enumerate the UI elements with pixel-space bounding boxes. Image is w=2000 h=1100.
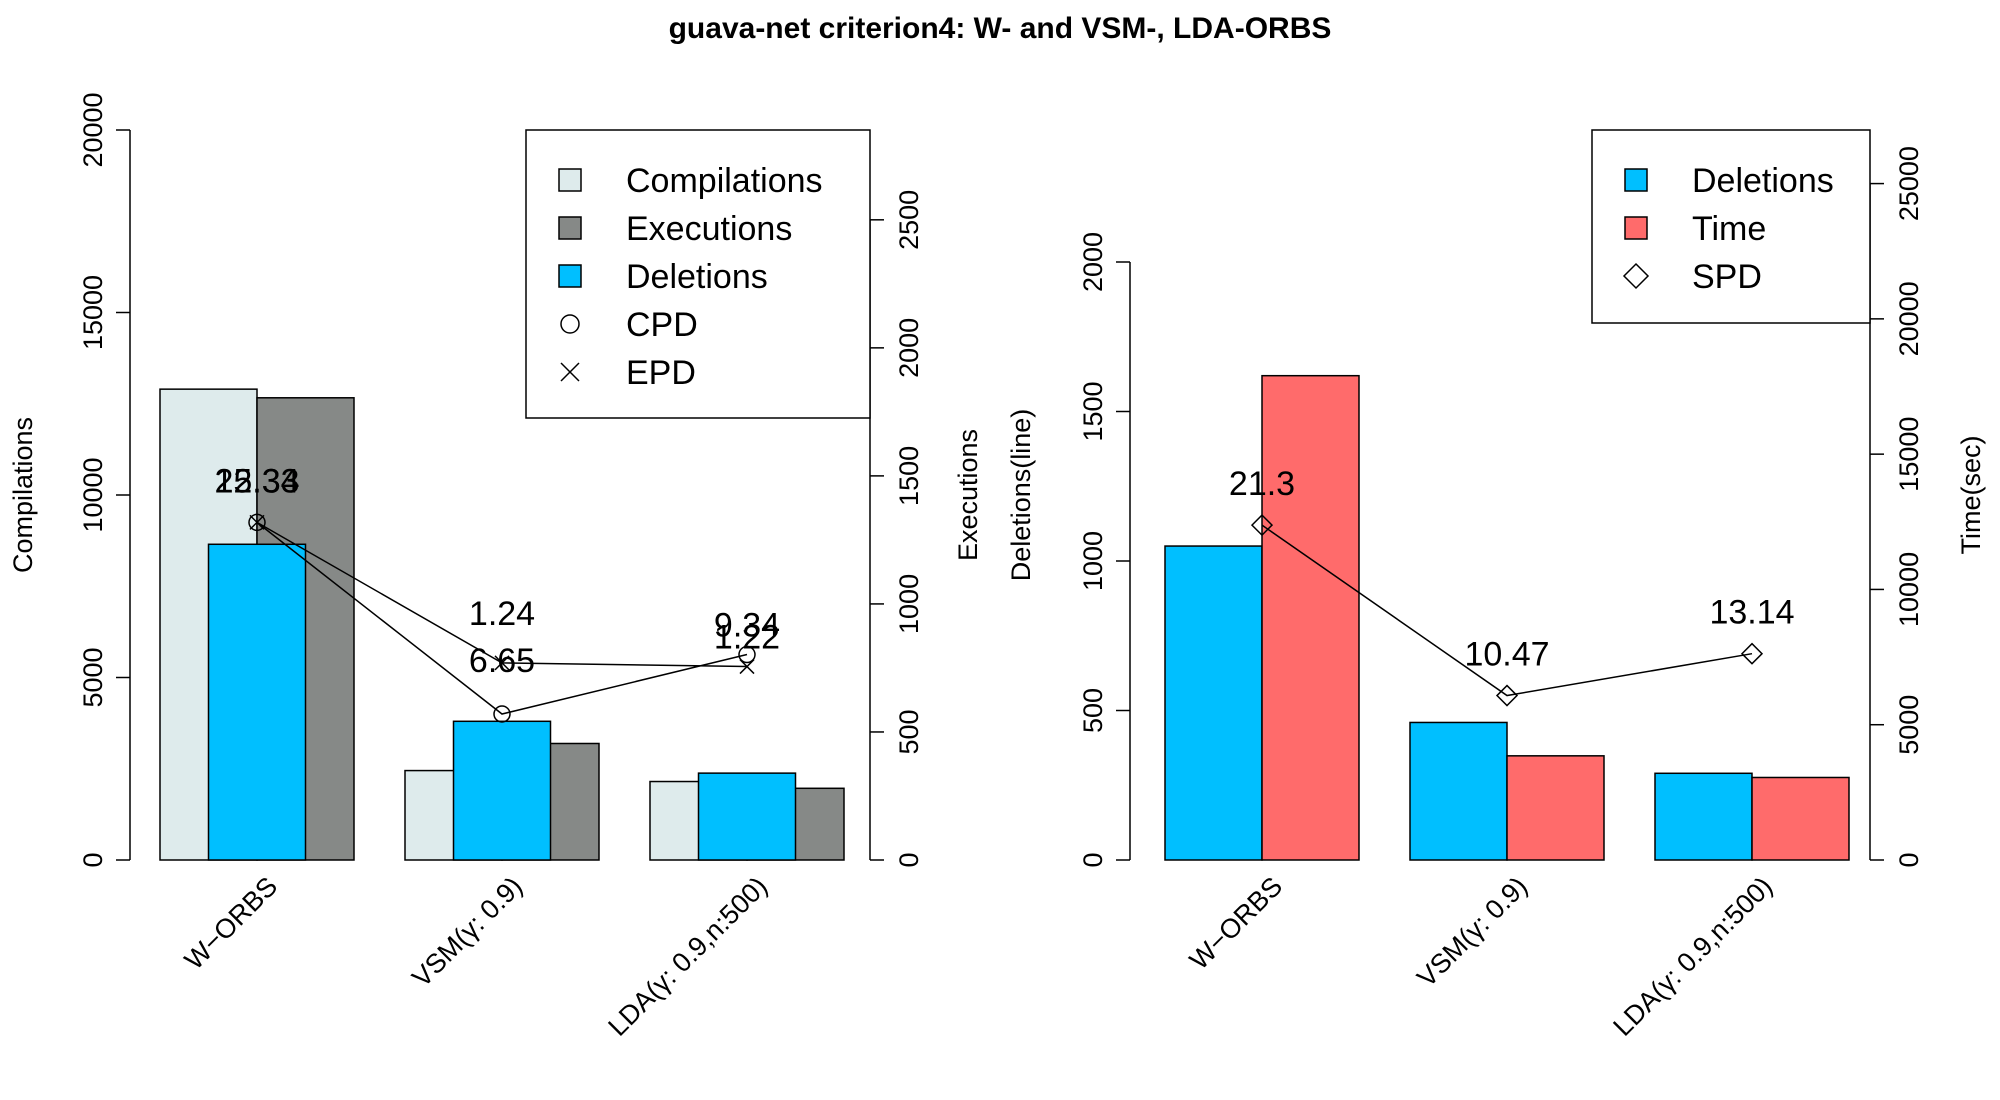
left-y-tick-label: 15000 bbox=[78, 275, 108, 350]
point-spd bbox=[1740, 642, 1764, 665]
right-y2-axis-label: Time(sec) bbox=[1956, 436, 1986, 555]
left-y-tick-label: 10000 bbox=[78, 457, 108, 532]
data-label-cpd: 6.65 bbox=[469, 642, 535, 680]
point-cpd bbox=[738, 645, 756, 664]
x-category-label: VSM(γ: 0.9) bbox=[406, 871, 528, 993]
right-y2-tick-label: 20000 bbox=[1894, 281, 1924, 356]
legend-label-spd: SPD bbox=[1692, 258, 1762, 296]
data-label-spd: 21.3 bbox=[1229, 465, 1295, 503]
right-y-tick-label: 2000 bbox=[1078, 232, 1108, 292]
point-cpd bbox=[493, 705, 511, 723]
x-category-label: VSM(γ: 0.9) bbox=[1411, 871, 1533, 993]
right-y-tick-label: 1500 bbox=[1078, 381, 1108, 441]
left-y-tick-label: 5000 bbox=[78, 647, 108, 707]
bar-time-vsm-0-9 bbox=[1506, 755, 1605, 861]
legend-label-deletions: Deletions bbox=[626, 258, 768, 296]
legend-swatch-compilations bbox=[558, 168, 582, 192]
x-category-label: W−ORBS bbox=[1184, 871, 1288, 975]
bar-deletions-vsm-0-9 bbox=[452, 720, 552, 861]
right-y-axis-label: Deletions(line) bbox=[1006, 409, 1036, 582]
x-category-label: LDA(γ: 0.9,n:500) bbox=[1607, 871, 1778, 1042]
x-category-label: LDA(γ: 0.9,n:500) bbox=[602, 871, 773, 1042]
line-spd bbox=[1261, 524, 1753, 697]
x-category-label: W−ORBS bbox=[179, 871, 283, 975]
bar-time-lda-0-9-n-500 bbox=[1751, 776, 1850, 861]
right-y-tick-label: 0 bbox=[1078, 852, 1108, 867]
bar-deletions-lda-0-9-n-500 bbox=[1654, 772, 1753, 861]
data-label-cpd: 9.34 bbox=[714, 607, 780, 645]
bar-deletions-lda-0-9-n-500 bbox=[697, 772, 797, 861]
left-y-tick-label: 20000 bbox=[78, 92, 108, 167]
legend-label-compilations: Compilations bbox=[626, 162, 823, 200]
legend-marker-cpd bbox=[560, 314, 580, 334]
right-y2-tick-label: 15000 bbox=[1894, 417, 1924, 492]
bar-time-w-orbs bbox=[1261, 374, 1360, 861]
left-y2-tick-label: 2000 bbox=[894, 318, 924, 378]
data-label-epd: 1.24 bbox=[469, 595, 535, 633]
legend-swatch-deletions bbox=[558, 264, 582, 288]
left-y2-tick-label: 0 bbox=[894, 852, 924, 867]
left-y2-tick-label: 1500 bbox=[894, 446, 924, 506]
right-y2-tick-label: 25000 bbox=[1894, 146, 1924, 221]
legend-label-epd: EPD bbox=[626, 354, 696, 392]
left-plot: 0 5000 10000 15000 20000 Compilations 0 500 1000… bbox=[8, 92, 983, 1041]
right-y-tick-label: 500 bbox=[1078, 688, 1108, 733]
bar-deletions-vsm-0-9 bbox=[1409, 721, 1508, 861]
data-label-epd: 25.33 bbox=[214, 462, 299, 500]
point-epd bbox=[739, 659, 755, 675]
legend-swatch-deletions bbox=[1624, 168, 1648, 192]
point-epd bbox=[494, 655, 510, 671]
right-y2-tick-label: 0 bbox=[1894, 852, 1924, 867]
legend-label-deletions: Deletions bbox=[1692, 162, 1834, 200]
line-cpd bbox=[256, 521, 748, 715]
data-label-spd: 10.47 bbox=[1464, 636, 1549, 674]
bar-deletions-w-orbs bbox=[1164, 545, 1263, 861]
point-cpd bbox=[248, 513, 266, 532]
right-y2-tick-label: 10000 bbox=[1894, 552, 1924, 627]
right-y-tick-label: 1000 bbox=[1078, 531, 1108, 591]
left-y2-tick-label: 2500 bbox=[894, 190, 924, 250]
point-epd bbox=[249, 514, 265, 530]
legend-swatch-executions bbox=[558, 216, 582, 240]
data-label-cpd: 12.34 bbox=[214, 462, 299, 500]
legend-marker-epd bbox=[560, 362, 580, 382]
left-y2-axis-label: Executions bbox=[953, 429, 983, 561]
legend-swatch-time bbox=[1624, 216, 1648, 240]
data-label-spd: 13.14 bbox=[1709, 594, 1794, 632]
legend-marker-spd bbox=[1622, 262, 1650, 290]
left-y-tick-label: 0 bbox=[78, 852, 108, 867]
left-y2-tick-label: 1000 bbox=[894, 574, 924, 634]
point-spd bbox=[1250, 514, 1274, 537]
chart-title: guava-net criterion4: W- and VSM-, LDA-O… bbox=[669, 12, 1332, 45]
left-y-axis-label: Compilations bbox=[8, 417, 38, 573]
bar-deletions-w-orbs bbox=[207, 543, 307, 861]
right-y2-tick-label: 5000 bbox=[1894, 695, 1924, 755]
right-plot: 0 500 1000 1500 2000 Deletions(line) 0 5000 1000… bbox=[1006, 129, 1986, 1042]
left-y2-tick-label: 500 bbox=[894, 709, 924, 754]
legend-label-cpd: CPD bbox=[626, 306, 698, 344]
left-legend-box bbox=[525, 129, 871, 419]
legend-label-executions: Executions bbox=[626, 210, 792, 248]
data-label-epd: 1.22 bbox=[714, 619, 780, 657]
point-spd bbox=[1495, 684, 1519, 707]
legend-label-time: Time bbox=[1692, 210, 1766, 248]
